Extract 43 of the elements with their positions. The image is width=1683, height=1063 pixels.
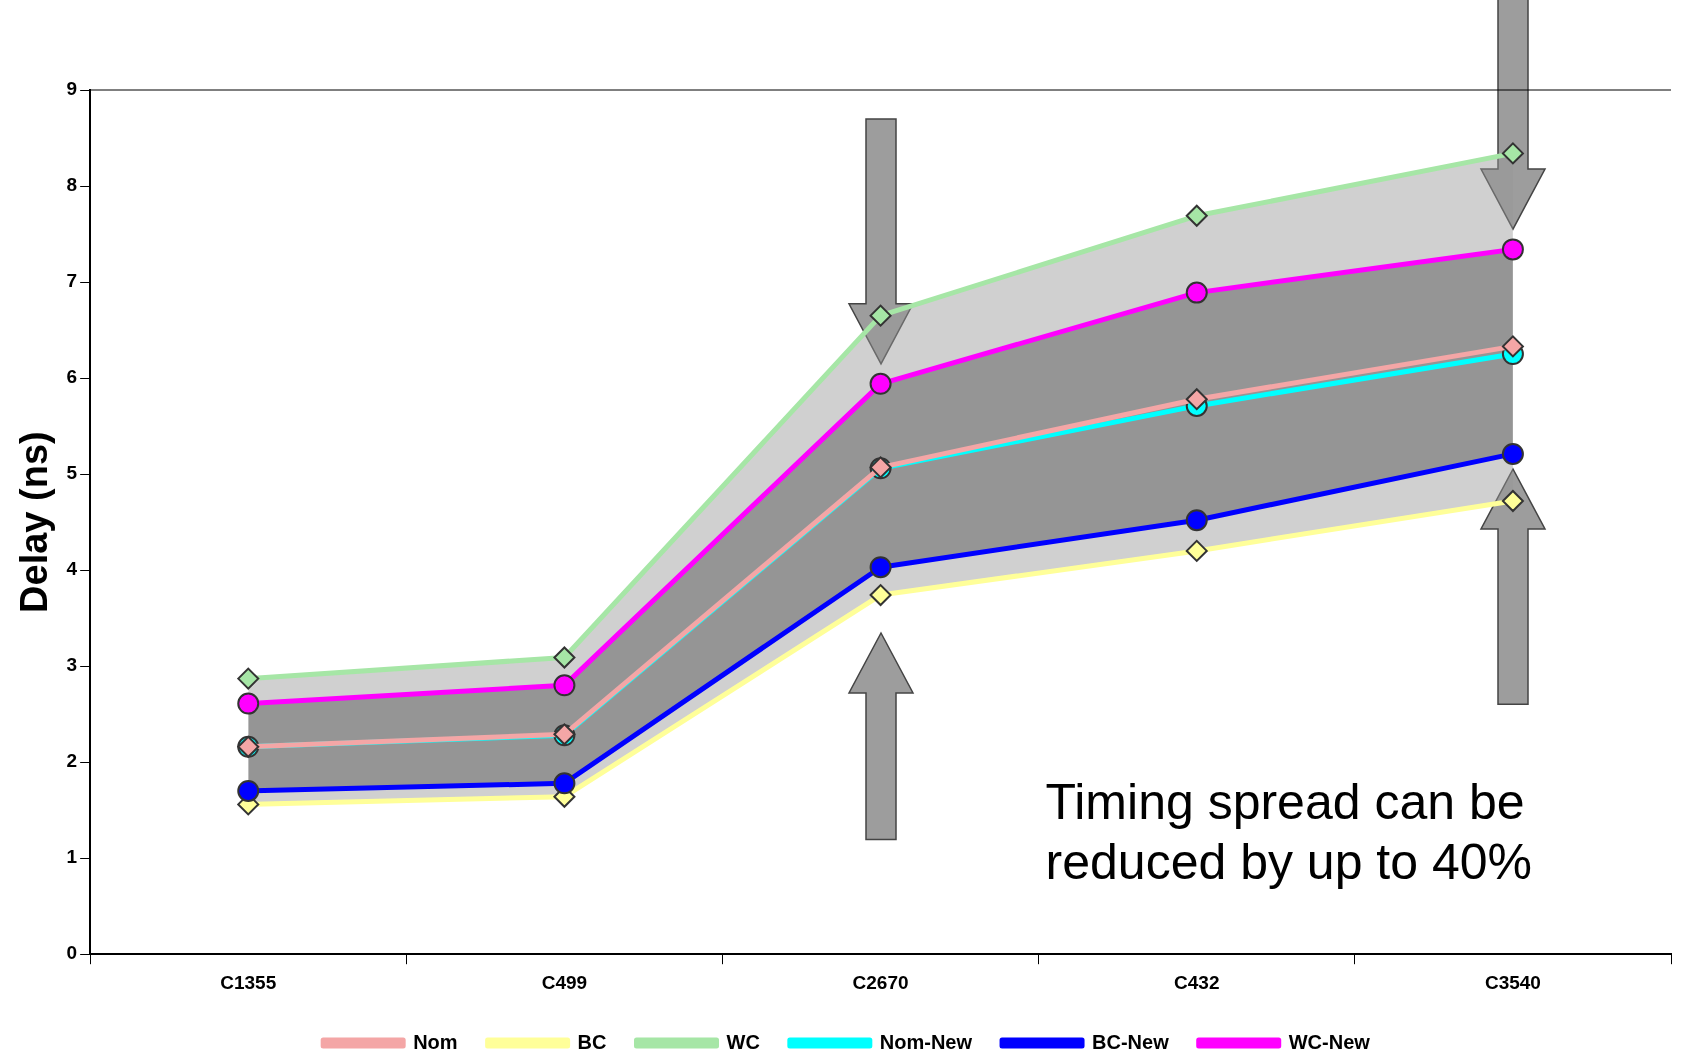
y-tick-label: 7	[66, 270, 78, 292]
point	[1501, 142, 1524, 165]
point	[869, 372, 892, 395]
annotation: Timing spread can be reduced by up to 40%	[1045, 772, 1534, 892]
point	[237, 779, 260, 802]
x-tick-label: C499	[541, 971, 588, 993]
y-tick-label: 6	[66, 366, 78, 388]
legend-label: WC-New	[1288, 1030, 1371, 1053]
point	[1185, 281, 1208, 304]
point	[1185, 204, 1208, 227]
point	[237, 692, 260, 715]
legend-label: BC-New	[1092, 1030, 1170, 1053]
y-tick-label: 4	[66, 558, 78, 580]
x-tick-label: C3540	[1484, 971, 1541, 993]
point	[1501, 238, 1524, 261]
legend-label: BC	[577, 1030, 607, 1053]
y-tick-label: 8	[66, 174, 78, 196]
x-tick-label: C432	[1174, 971, 1220, 993]
y-tick-label: 9	[66, 78, 78, 100]
y-axis-title: Delay (ns)	[13, 431, 56, 613]
point	[1185, 539, 1208, 562]
point	[869, 304, 892, 327]
point	[553, 674, 576, 697]
legend-label: WC	[726, 1030, 760, 1053]
point	[869, 556, 892, 579]
y-tick-label: 0	[66, 942, 78, 964]
point	[1185, 388, 1208, 411]
y-tick-label: 2	[66, 750, 78, 772]
x-tick-label: C1355	[220, 971, 277, 993]
point	[1501, 489, 1524, 512]
point	[869, 584, 892, 607]
y-tick-label: 3	[66, 654, 78, 676]
y-tick-label: 1	[66, 846, 78, 868]
point	[553, 772, 576, 795]
point	[1501, 335, 1524, 358]
legend-label: Nom	[413, 1030, 458, 1053]
point	[553, 646, 576, 669]
point	[1185, 509, 1208, 532]
y-tick-label: 5	[66, 462, 78, 484]
legend-label: Nom-New	[879, 1030, 973, 1053]
x-tick-label: C2670	[852, 971, 909, 993]
point	[237, 667, 260, 690]
point	[1501, 442, 1524, 465]
